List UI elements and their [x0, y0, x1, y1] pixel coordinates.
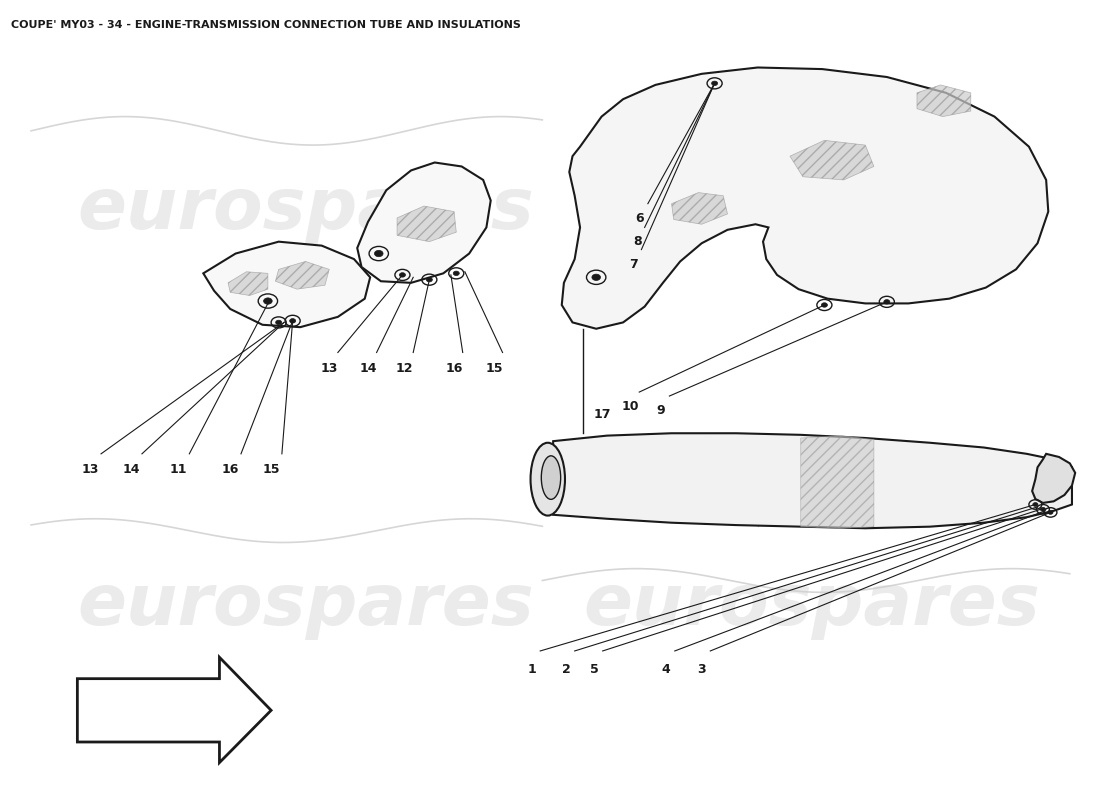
- Circle shape: [427, 278, 432, 282]
- Text: 15: 15: [485, 362, 503, 375]
- Circle shape: [276, 320, 282, 325]
- Text: 13: 13: [81, 463, 99, 476]
- Ellipse shape: [541, 456, 561, 499]
- Circle shape: [374, 250, 383, 257]
- Circle shape: [453, 271, 460, 275]
- Circle shape: [883, 300, 890, 304]
- Text: 16: 16: [446, 362, 463, 375]
- Text: 12: 12: [396, 362, 414, 375]
- Circle shape: [822, 302, 827, 307]
- Polygon shape: [397, 206, 456, 242]
- Text: 9: 9: [657, 404, 665, 417]
- Text: COUPE' MY03 - 34 - ENGINE-TRANSMISSION CONNECTION TUBE AND INSULATIONS: COUPE' MY03 - 34 - ENGINE-TRANSMISSION C…: [11, 20, 521, 30]
- Text: eurospares: eurospares: [583, 571, 1040, 640]
- Polygon shape: [228, 272, 268, 295]
- Polygon shape: [204, 242, 370, 327]
- Circle shape: [1033, 502, 1038, 506]
- Text: eurospares: eurospares: [77, 571, 534, 640]
- Text: 17: 17: [594, 408, 612, 421]
- Text: 16: 16: [221, 463, 239, 476]
- Text: eurospares: eurospares: [77, 175, 534, 245]
- Polygon shape: [801, 436, 873, 528]
- Text: 4: 4: [662, 663, 671, 676]
- Text: 2: 2: [562, 663, 571, 676]
- Circle shape: [399, 273, 406, 277]
- Text: 7: 7: [629, 258, 638, 270]
- Text: 14: 14: [122, 463, 140, 476]
- Text: 6: 6: [635, 211, 643, 225]
- Text: 14: 14: [360, 362, 376, 375]
- Polygon shape: [671, 193, 727, 224]
- Polygon shape: [553, 434, 1072, 528]
- Text: 10: 10: [621, 400, 639, 413]
- Ellipse shape: [530, 442, 565, 515]
- Circle shape: [1041, 507, 1045, 511]
- Circle shape: [289, 318, 296, 323]
- Circle shape: [712, 81, 717, 86]
- Text: 5: 5: [590, 663, 598, 676]
- Text: 3: 3: [697, 663, 706, 676]
- Text: 8: 8: [632, 235, 641, 248]
- Circle shape: [264, 298, 272, 304]
- Circle shape: [592, 274, 601, 281]
- Polygon shape: [358, 162, 491, 283]
- Text: 1: 1: [527, 663, 536, 676]
- Polygon shape: [790, 140, 873, 180]
- Polygon shape: [275, 262, 329, 289]
- Text: 11: 11: [169, 463, 187, 476]
- Polygon shape: [562, 67, 1048, 329]
- Text: 15: 15: [263, 463, 279, 476]
- Polygon shape: [917, 85, 971, 117]
- Polygon shape: [1032, 454, 1075, 503]
- Text: 13: 13: [320, 362, 338, 375]
- Circle shape: [1048, 510, 1053, 514]
